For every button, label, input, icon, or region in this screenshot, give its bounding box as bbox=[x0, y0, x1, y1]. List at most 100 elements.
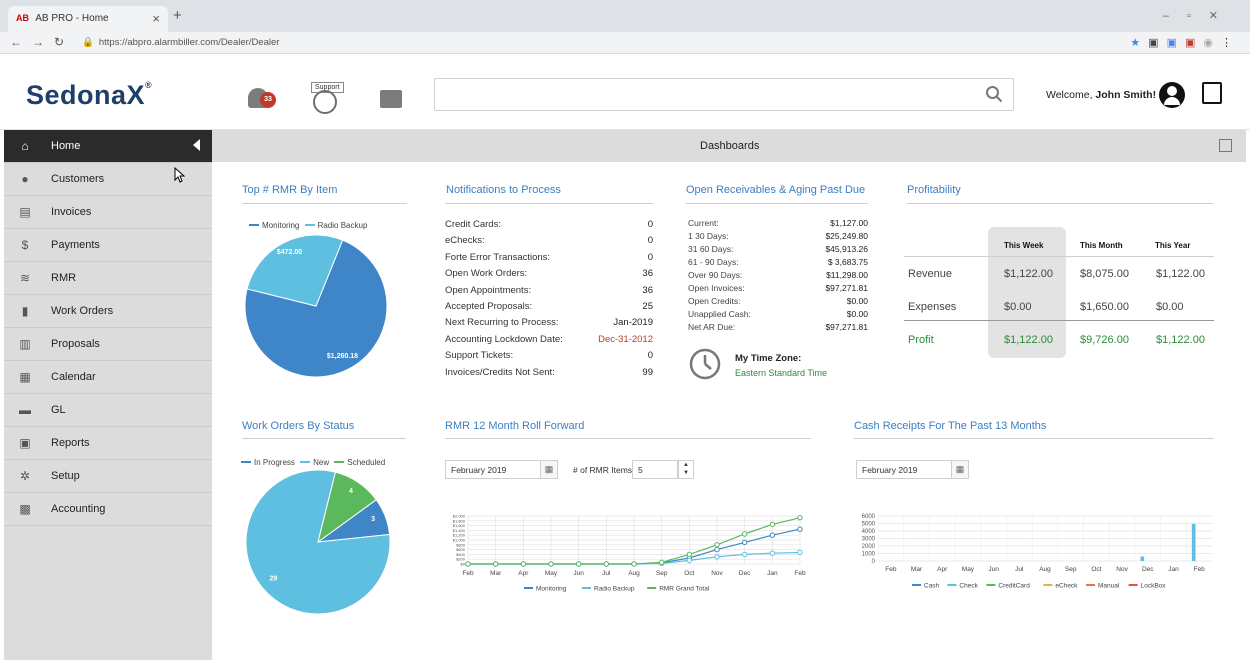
data-point bbox=[714, 554, 720, 560]
receivable-row[interactable]: 61 - 90 Days: $ 3,683.75 bbox=[688, 257, 868, 267]
panel-title-notifications[interactable]: Notifications to Process bbox=[446, 184, 561, 196]
logout-icon[interactable] bbox=[1202, 82, 1222, 104]
search-icon[interactable] bbox=[985, 85, 1003, 103]
legend-scheduled[interactable]: Scheduled bbox=[347, 458, 386, 467]
legend-radio-backup[interactable]: Radio Backup bbox=[317, 221, 368, 230]
notifications-bell-icon[interactable]: 33 bbox=[248, 88, 276, 108]
sidebar-item-label: Work Orders bbox=[51, 305, 114, 317]
legend-label: Check bbox=[959, 583, 978, 590]
tab-close-icon[interactable]: × bbox=[152, 11, 160, 26]
global-search-input[interactable] bbox=[434, 78, 1014, 111]
sidebar-item-label: Reports bbox=[51, 437, 90, 449]
x-tick-label: Feb bbox=[1194, 566, 1206, 573]
expenses-this-year: $0.00 bbox=[1156, 301, 1184, 313]
data-point bbox=[575, 561, 582, 567]
panel-title-receivables[interactable]: Open Receivables & Aging Past Due bbox=[686, 184, 866, 196]
receivable-row[interactable]: Over 90 Days: $11,298.00 bbox=[688, 270, 868, 280]
rmr-items-input[interactable]: 5 bbox=[632, 460, 678, 479]
legend-label: Radio Backup bbox=[594, 586, 635, 593]
sidebar-item-reports[interactable]: ▣ Reports bbox=[4, 427, 212, 460]
notification-row[interactable]: Forte Error Transactions: 0 bbox=[445, 252, 653, 263]
receivable-row[interactable]: 1 30 Days: $25,249.80 bbox=[688, 231, 868, 241]
notification-row[interactable]: Next Recurring to Process: Jan-2019 bbox=[445, 317, 653, 328]
panel-title-work-orders[interactable]: Work Orders By Status bbox=[242, 420, 355, 432]
y-tick-label: $600 bbox=[456, 547, 466, 552]
notification-row[interactable]: Open Work Orders: 36 bbox=[445, 268, 653, 279]
sidebar-item-gl[interactable]: ▬ GL bbox=[4, 394, 212, 427]
panel-title-cash-receipts[interactable]: Cash Receipts For The Past 13 Months bbox=[854, 420, 1047, 432]
rmr-calendar-icon[interactable]: ▦ bbox=[540, 460, 558, 479]
sidebar-item-work-orders[interactable]: ▮ Work Orders bbox=[4, 295, 212, 328]
notification-row[interactable]: Credit Cards: 0 bbox=[445, 219, 653, 230]
x-tick-label: Oct bbox=[684, 570, 694, 577]
new-tab-icon[interactable]: + bbox=[173, 7, 182, 24]
notification-row[interactable]: Invoices/Credits Not Sent: 99 bbox=[445, 367, 653, 378]
panel-divider bbox=[242, 438, 406, 439]
pie-data-label: $472.00 bbox=[277, 249, 302, 256]
briefcase-icon[interactable] bbox=[380, 90, 402, 108]
sidebar-item-invoices[interactable]: ▤ Invoices bbox=[4, 196, 212, 229]
support-tooltip: Support bbox=[311, 82, 344, 93]
rmr-month-input[interactable]: February 2019 bbox=[445, 460, 541, 479]
url-field[interactable]: 🔒 https://abpro.alarmbiller.com/Dealer/De… bbox=[82, 37, 279, 48]
x-tick-label: Sep bbox=[656, 570, 668, 577]
sidebar-item-accounting[interactable]: ▩ Accounting bbox=[4, 493, 212, 526]
x-tick-label: Feb bbox=[462, 570, 474, 577]
receivable-value: $97,271.81 bbox=[825, 322, 868, 332]
receivable-row[interactable]: Net AR Due: $97,271.81 bbox=[688, 322, 868, 332]
pie-data-label: 4 bbox=[349, 488, 353, 495]
notification-row[interactable]: Open Appointments: 36 bbox=[445, 285, 653, 296]
support-globe-icon[interactable]: Support bbox=[311, 76, 344, 114]
browser-tab[interactable]: AB AB PRO - Home × bbox=[8, 6, 168, 32]
legend-monitoring[interactable]: Monitoring bbox=[262, 221, 300, 230]
panel-title-profitability[interactable]: Profitability bbox=[907, 184, 961, 196]
receivable-row[interactable]: Current: $1,127.00 bbox=[688, 218, 868, 228]
receivable-value: $0.00 bbox=[846, 309, 868, 319]
receivable-value: $97,271.81 bbox=[825, 283, 868, 293]
x-tick-label: Oct bbox=[1091, 566, 1101, 573]
receivable-value: $0.00 bbox=[846, 296, 868, 306]
tab-title: AB PRO - Home bbox=[35, 13, 109, 24]
sidebar-item-rmr[interactable]: ≋ RMR bbox=[4, 262, 212, 295]
panel-title-top-rmr[interactable]: Top # RMR By Item bbox=[242, 184, 338, 196]
window-controls[interactable]: –▫✕ bbox=[1162, 10, 1236, 22]
sedonax-logo[interactable]: SedonaX® bbox=[26, 80, 153, 110]
y-tick-label: 0 bbox=[872, 559, 876, 565]
collapse-sidebar-icon[interactable] bbox=[193, 139, 200, 151]
browser-nav-buttons[interactable]: ←→↻ bbox=[10, 35, 75, 49]
sidebar-item-payments[interactable]: $ Payments bbox=[4, 229, 212, 262]
panel-title-rmr-roll[interactable]: RMR 12 Month Roll Forward bbox=[445, 420, 585, 432]
cash-calendar-icon[interactable]: ▦ bbox=[951, 460, 969, 479]
notification-label: eChecks: bbox=[445, 235, 485, 247]
legend-in-progress[interactable]: In Progress bbox=[254, 458, 295, 467]
welcome-message: Welcome, John Smith! bbox=[1046, 89, 1157, 101]
sidebar-item-calendar[interactable]: ▦ Calendar bbox=[4, 361, 212, 394]
sidebar-item-home[interactable]: ⌂ Home bbox=[4, 130, 212, 163]
notification-row[interactable]: eChecks: 0 bbox=[445, 235, 653, 246]
browser-extensions[interactable]: ★▣▣▣◉⋮ bbox=[1130, 37, 1240, 49]
receivable-label: 1 30 Days: bbox=[688, 231, 729, 241]
notification-label: Next Recurring to Process: bbox=[445, 317, 559, 329]
user-avatar-icon[interactable] bbox=[1159, 82, 1185, 108]
x-tick-label: Jul bbox=[602, 570, 611, 577]
notification-row[interactable]: Accepted Proposals: 25 bbox=[445, 301, 653, 312]
expenses-this-month: $1,650.00 bbox=[1080, 301, 1129, 313]
pie-data-label: 29 bbox=[270, 576, 278, 583]
receivable-label: Open Invoices: bbox=[688, 283, 745, 293]
sidebar-item-proposals[interactable]: ▥ Proposals bbox=[4, 328, 212, 361]
receivable-row[interactable]: Open Credits: $0.00 bbox=[688, 296, 868, 306]
edit-dashboard-icon[interactable] bbox=[1219, 139, 1232, 152]
cash-month-input[interactable]: February 2019 bbox=[856, 460, 952, 479]
sidebar-item-customers[interactable]: ● Customers bbox=[4, 163, 212, 196]
data-point bbox=[465, 561, 471, 567]
receivable-label: 61 - 90 Days: bbox=[688, 257, 739, 267]
user-icon: ● bbox=[21, 172, 29, 186]
legend-new[interactable]: New bbox=[313, 458, 330, 467]
receivable-row[interactable]: Open Invoices: $97,271.81 bbox=[688, 283, 868, 293]
receivable-row[interactable]: Unapplied Cash: $0.00 bbox=[688, 309, 868, 319]
receivable-row[interactable]: 31 60 Days: $45,913.26 bbox=[688, 244, 868, 254]
rmr-items-stepper[interactable]: ▲ ▼ bbox=[678, 460, 694, 479]
notification-row[interactable]: Accounting Lockdown Date: Dec-31-2012 bbox=[445, 334, 653, 345]
sidebar-item-setup[interactable]: ✲ Setup bbox=[4, 460, 212, 493]
notification-row[interactable]: Support Tickets: 0 bbox=[445, 350, 653, 361]
